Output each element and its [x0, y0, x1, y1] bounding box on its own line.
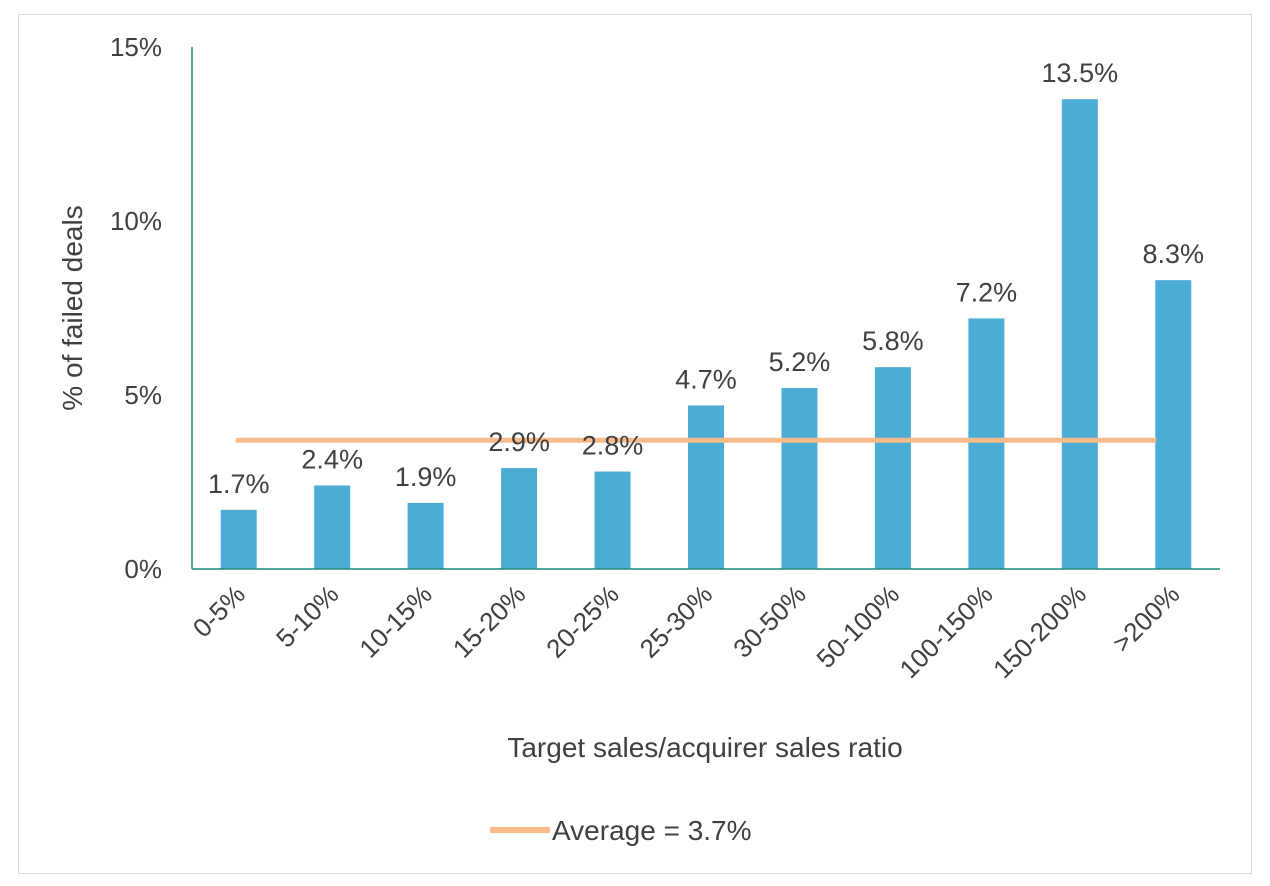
data-label: 2.9% [488, 427, 550, 457]
y-tick-label: 0% [124, 554, 162, 584]
data-label: 8.3% [1142, 239, 1204, 269]
x-tick-label: 25-30% [634, 579, 719, 664]
x-tick-label: 150-200% [987, 579, 1092, 684]
bar [781, 388, 818, 569]
bar [501, 468, 538, 569]
y-axis-title: % of failed deals [57, 205, 88, 410]
x-tick-label: 50-100% [810, 579, 905, 674]
bar [688, 405, 724, 569]
x-tick-label: 5-10% [270, 579, 344, 653]
bar [1155, 280, 1192, 569]
bar [314, 485, 351, 569]
y-tick-label: 15% [110, 32, 162, 62]
bars [220, 99, 1192, 569]
axes [191, 47, 1220, 570]
data-label: 7.2% [956, 277, 1018, 307]
x-tick-label: 100-150% [894, 579, 999, 684]
x-tick-label: 20-25% [540, 579, 625, 664]
data-label: 1.9% [395, 462, 457, 492]
bar [1061, 99, 1098, 569]
y-axis-ticks: 0% 5% 10% 15% [110, 32, 162, 584]
bar [407, 502, 444, 569]
data-labels: 1.7% 2.4% 1.9% 2.9% 2.8% 4.7% 5.2% 5.8% 7.2% 13.5… [208, 58, 1204, 499]
bar [594, 471, 631, 569]
y-tick-label: 5% [124, 380, 162, 410]
data-label: 1.7% [208, 469, 270, 499]
data-label: 4.7% [675, 364, 737, 394]
data-label: 13.5% [1042, 58, 1119, 88]
x-tick-label: 15-20% [447, 579, 532, 664]
bar [874, 367, 911, 569]
legend-label: Average = 3.7% [552, 815, 752, 846]
bar [968, 318, 1005, 569]
x-axis-ticks: 0-5% 5-10% 10-15% 15-20% 20-25% 25-30% 30-50%5… [187, 579, 1186, 684]
x-axis-title: Target sales/acquirer sales ratio [507, 732, 902, 763]
data-label: 2.4% [301, 444, 363, 474]
x-tick-label: >200% [1107, 579, 1186, 658]
data-label: 2.8% [582, 431, 644, 461]
y-tick-label: 10% [110, 206, 162, 236]
chart-frame [18, 14, 1252, 874]
data-label: 5.2% [769, 347, 831, 377]
bar [220, 509, 257, 569]
x-tick-label: 10-15% [353, 579, 438, 664]
x-tick-label: 0-5% [187, 579, 251, 643]
x-tick-label: 30-50% [727, 579, 812, 664]
data-label: 5.8% [862, 326, 924, 356]
